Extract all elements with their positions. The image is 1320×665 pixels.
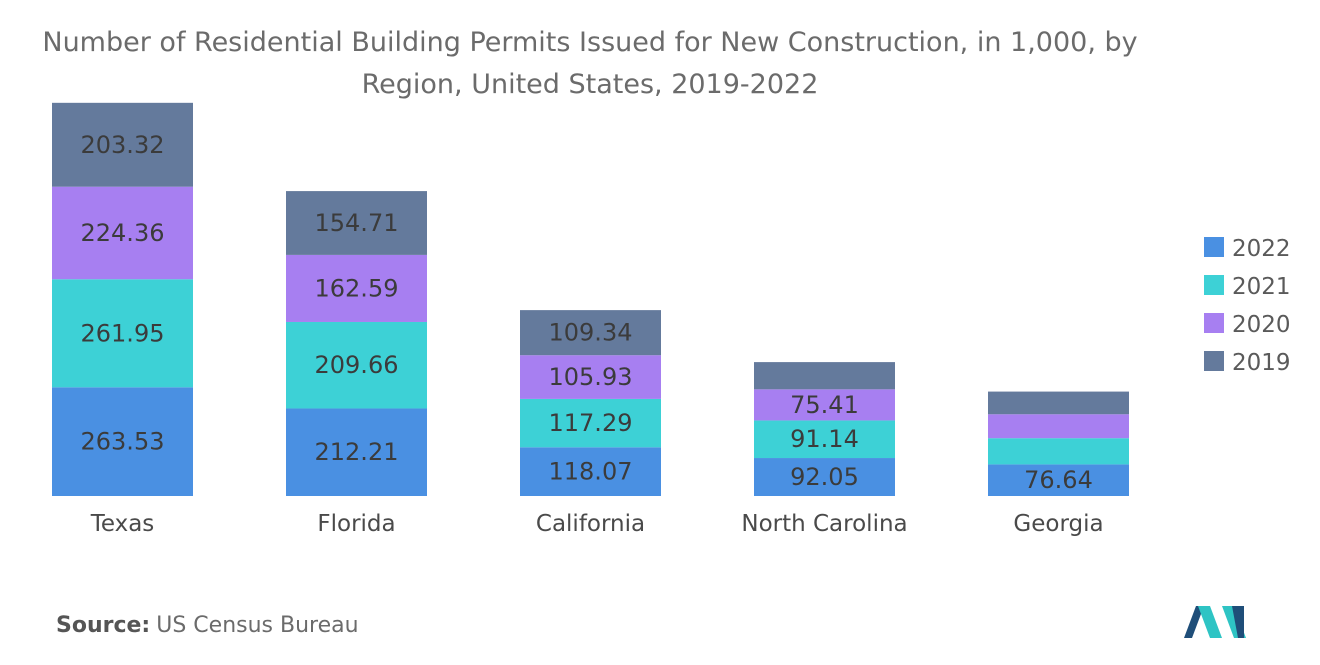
bar-2021-georgia: [988, 438, 1129, 465]
bar-2022-georgia: [988, 464, 1129, 496]
bar-2021-california: [520, 398, 661, 448]
mordor-intelligence-logo: [1184, 606, 1246, 638]
bar-2020-north-carolina: [754, 389, 895, 421]
source-label: Source:: [56, 613, 151, 638]
bars-group: 263.53 261.95 224.36 203.32 212.21 209.66 162.…: [52, 102, 1129, 496]
chart-title: Number of Residential Building Permits I…: [42, 27, 1138, 100]
legend-swatch-2019: [1204, 351, 1224, 371]
data-label: 109.34: [549, 319, 633, 347]
logo-mid-shape: [1198, 606, 1222, 638]
data-label: 263.53: [81, 428, 165, 456]
data-label: 92.05: [790, 463, 859, 491]
bar-2021-texas: [52, 279, 193, 388]
data-label: 224.36: [81, 219, 165, 247]
bar-2022-north-carolina: [754, 458, 895, 496]
data-label: 118.07: [549, 458, 633, 486]
bar-2019-georgia: [988, 391, 1129, 415]
bar-2020-texas: [52, 186, 193, 280]
source-note: Source: US Census Bureau: [56, 613, 359, 638]
data-label: 76.64: [1024, 466, 1093, 494]
data-label: 154.71: [315, 209, 399, 237]
legend-label: 2019: [1232, 350, 1291, 376]
data-label: 105.93: [549, 363, 633, 391]
x-tick-label: North Carolina: [741, 511, 907, 537]
x-axis-labels: Texas Florida California North Carolina Geor…: [90, 511, 1104, 537]
bar-2020-florida: [286, 254, 427, 322]
logo-right-dark-shape: [1232, 606, 1244, 638]
bar-2022-texas: [52, 387, 193, 496]
data-label: 203.32: [81, 131, 165, 159]
data-label: 209.66: [315, 351, 399, 379]
bar-2021-florida: [286, 321, 427, 409]
x-tick-label: Texas: [90, 511, 155, 537]
data-label: 212.21: [315, 438, 399, 466]
bar-2022-florida: [286, 408, 427, 496]
bar-2019-california: [520, 310, 661, 356]
bar-2019-north-carolina: [754, 362, 895, 390]
x-tick-label: California: [536, 511, 645, 537]
bar-2022-california: [520, 447, 661, 496]
source-text: US Census Bureau: [156, 613, 359, 638]
bar-2020-georgia: [988, 414, 1129, 439]
bar-2021-north-carolina: [754, 420, 895, 459]
bar-2019-florida: [286, 191, 427, 255]
stacked-bar-chart: 263.53 261.95 224.36 203.32 212.21 209.66 162.…: [52, 102, 1291, 537]
legend-label: 2020: [1232, 312, 1291, 338]
bar-2019-texas: [52, 102, 193, 187]
data-label: 117.29: [549, 409, 633, 437]
logo-left-shape: [1184, 606, 1204, 638]
data-label: 261.95: [81, 319, 165, 347]
bar-2020-california: [520, 355, 661, 399]
legend-swatch-2020: [1204, 313, 1224, 333]
legend-label: 2021: [1232, 274, 1291, 300]
legend-swatch-2021: [1204, 275, 1224, 295]
x-tick-label: Florida: [317, 511, 395, 537]
x-tick-label: Georgia: [1013, 511, 1103, 537]
data-label: 91.14: [790, 425, 859, 453]
legend: 2022 2021 2020 2019: [1204, 236, 1291, 376]
legend-swatch-2022: [1204, 237, 1224, 257]
data-label: 75.41: [790, 391, 859, 419]
data-label: 162.59: [315, 274, 399, 302]
legend-label: 2022: [1232, 236, 1291, 262]
